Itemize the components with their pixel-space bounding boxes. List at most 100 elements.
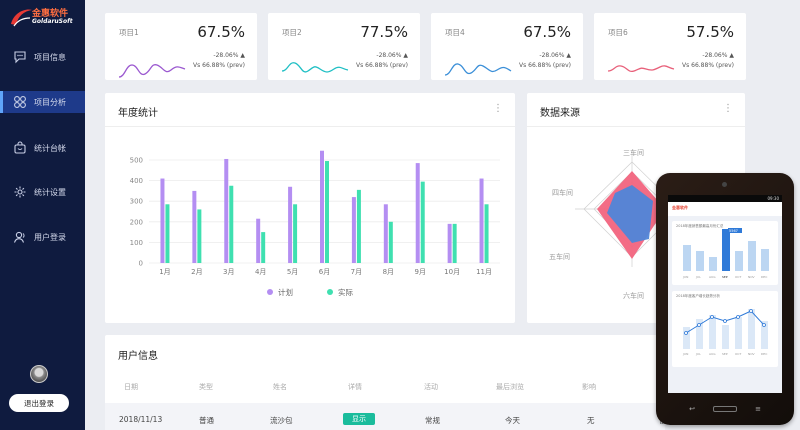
stat-label: 项目4: [445, 28, 465, 37]
tablet-bar-label: SEP: [722, 275, 728, 279]
bar: [197, 209, 202, 263]
detail-button[interactable]: 显示: [343, 413, 375, 425]
more-icon[interactable]: ⋮: [493, 103, 503, 114]
logo-swoosh-icon: [11, 9, 32, 27]
bar: [356, 189, 361, 263]
more-icon[interactable]: ⋮: [723, 103, 733, 114]
divider: [105, 126, 515, 127]
stat-card: 项目2 77.5% -28.06% ▲ Vs 66.88% (prev): [268, 13, 420, 80]
stat-sparkline: [118, 64, 186, 78]
tablet-line-card: 2018年度客户增长趋势分析 JUN JUL AUG SEP OCT: [672, 291, 778, 367]
bar: [325, 161, 329, 263]
triangle-up-icon: ▲: [729, 52, 734, 59]
stat-label: 项目1: [119, 28, 139, 37]
tablet-bar-label: JUL: [695, 275, 701, 279]
bar: [351, 197, 356, 263]
home-key-icon[interactable]: [713, 406, 737, 412]
bar: [383, 204, 388, 263]
tablet-mockup: 09:30 金惠软件 2018年度销售额最高月份汇总 5567 JUN JUL …: [656, 173, 794, 425]
stat-change: -28.06% ▲: [539, 52, 571, 59]
sidebar-item-user-login[interactable]: 用户登录: [0, 226, 85, 248]
menu-key-icon[interactable]: ≡: [755, 405, 761, 413]
stat-value: 57.5%: [686, 23, 734, 41]
column-header[interactable]: 姓名: [273, 383, 287, 391]
y-tick-label: 400: [130, 177, 143, 185]
bar: [320, 150, 324, 263]
sidebar: 金惠软件 GoldaruSoft 项目信息 项目分析 统计台帐 统计设置 用户登…: [0, 0, 85, 430]
stat-prev: Vs 66.88% (prev): [193, 62, 245, 69]
column-header[interactable]: 影响: [582, 383, 596, 391]
x-tick-label: 8月: [383, 268, 394, 276]
stat-change: -28.06% ▲: [376, 52, 408, 59]
tablet-bar-highlight-label: 5567: [729, 229, 738, 233]
tablet-logo: 金惠软件: [672, 205, 688, 210]
x-tick-label: 7月: [351, 268, 362, 276]
sidebar-item-project-analysis[interactable]: 项目分析: [0, 91, 85, 113]
column-header[interactable]: 日期: [124, 383, 138, 391]
x-tick-label: 4月: [255, 268, 266, 276]
bar: [165, 204, 170, 263]
stat-card: 项目1 67.5% -28.06% ▲ Vs 66.88% (prev): [105, 13, 257, 80]
y-tick-label: 200: [130, 218, 143, 226]
x-tick-label: 1月: [159, 268, 170, 276]
tablet-bar-label: DEC: [761, 275, 767, 279]
tablet-line-chart: JUN JUL AUG SEP OCT NOV DEC: [682, 309, 768, 356]
logout-button[interactable]: 退出登录: [9, 394, 69, 412]
stat-card: 项目4 67.5% -28.06% ▲ Vs 66.88% (prev): [431, 13, 583, 80]
bar: [160, 178, 165, 263]
y-tick-label: 0: [139, 260, 143, 268]
stat-value: 77.5%: [360, 23, 408, 41]
y-tick-label: 500: [130, 157, 143, 165]
tablet-card-title: 2018年度销售额最高月份汇总: [676, 224, 724, 228]
column-header[interactable]: 最后浏览: [496, 383, 524, 391]
bar: [447, 223, 452, 263]
cell-date: 2018/11/13: [119, 415, 163, 424]
stat-sparkline: [607, 65, 675, 73]
bar: [479, 178, 484, 263]
user-icon: [12, 229, 28, 245]
legend-label: 实际: [338, 287, 353, 297]
stat-prev: Vs 66.88% (prev): [356, 62, 408, 69]
sidebar-item-project-info[interactable]: 项目信息: [0, 46, 85, 68]
y-tick-label: 100: [130, 239, 143, 247]
bar: [192, 190, 197, 263]
tablet-bar-label: AUG: [709, 275, 716, 279]
sidebar-item-statistics-settings[interactable]: 统计设置: [0, 181, 85, 203]
tablet-app-header: 金惠软件: [668, 202, 782, 216]
sidebar-item-label: 用户登录: [34, 232, 66, 242]
tablet-line-label: OCT: [735, 352, 741, 356]
radar-axis-label: 四车间: [552, 188, 573, 197]
table-row[interactable]: [105, 403, 665, 430]
column-header[interactable]: 详情: [348, 383, 362, 391]
brand-name-en: GoldaruSoft: [32, 18, 73, 25]
stat-change: -28.06% ▲: [213, 52, 245, 59]
column-header[interactable]: 活动: [424, 383, 438, 391]
avatar[interactable]: [30, 365, 48, 383]
stat-value: 67.5%: [197, 23, 245, 41]
y-tick-label: 300: [130, 198, 143, 206]
stat-sparkline: [444, 63, 512, 76]
x-tick-label: 6月: [319, 268, 330, 276]
stat-change: -28.06% ▲: [702, 52, 734, 59]
bar: [288, 186, 293, 263]
cell-activity: 常规: [425, 416, 440, 425]
tablet-bar-label: NOV: [748, 275, 756, 279]
x-tick-label: 5月: [287, 268, 298, 276]
x-tick-label: 11月: [476, 268, 492, 276]
sidebar-item-statistics-ledger[interactable]: 统计台帐: [0, 137, 85, 159]
tablet-screen: 09:30 金惠软件 2018年度销售额最高月份汇总 5567 JUN JUL …: [668, 195, 782, 393]
tablet-bar-card: 2018年度销售额最高月份汇总 5567 JUN JUL AUG SEP OCT…: [672, 221, 778, 285]
radar-axis-label: 三车间: [623, 148, 644, 157]
x-tick-label: 3月: [223, 268, 234, 276]
camera-icon: [722, 182, 727, 187]
bar: [261, 232, 266, 263]
sidebar-item-label: 项目信息: [34, 52, 66, 62]
bar: [256, 218, 261, 263]
back-key-icon[interactable]: ↩: [689, 405, 695, 413]
brand-logo[interactable]: 金惠软件 GoldaruSoft: [6, 4, 82, 30]
radar-axis-label: 五车间: [549, 252, 570, 261]
tablet-line-label: DEC: [761, 352, 767, 356]
bar: [420, 181, 425, 263]
column-header[interactable]: 类型: [199, 383, 213, 391]
tablet-line-label: JUN: [682, 352, 688, 356]
